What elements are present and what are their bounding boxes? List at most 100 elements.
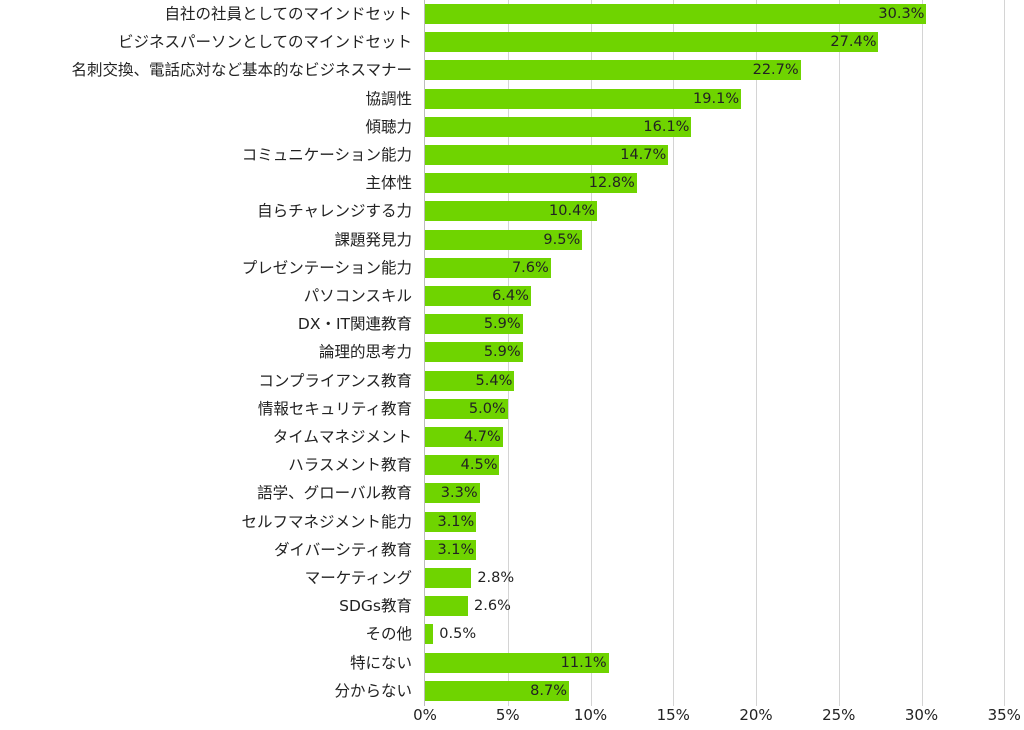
- bar-row: 自社の社員としてのマインドセット 30.3%: [0, 0, 1024, 28]
- bar: [425, 286, 531, 306]
- bar: [425, 257, 551, 278]
- value-label: 4.5%: [460, 457, 498, 474]
- value-label: 5.9%: [483, 344, 521, 361]
- gridline: [590, 0, 592, 706]
- category-label: 傾聴力: [365, 117, 412, 136]
- bar: [425, 539, 477, 560]
- bar: [425, 680, 569, 701]
- category-label: 協調性: [365, 89, 412, 108]
- bar: [425, 32, 879, 53]
- bar-row: SDGs教育 2.6%: [0, 592, 1024, 620]
- bar: [425, 455, 500, 476]
- bar-row: プレゼンテーション能力 7.6%: [0, 254, 1024, 282]
- bar: [425, 624, 434, 645]
- category-label: タイムマネジメント: [272, 428, 412, 446]
- bar-row: 分からない 8.7%: [0, 677, 1024, 705]
- value-label: 8.7%: [530, 682, 567, 699]
- value-label: 12.8%: [588, 175, 635, 192]
- category-label: ビジネスパーソンとしてのマインドセット: [117, 33, 412, 52]
- value-label: 22.7%: [752, 62, 799, 79]
- x-tick-label: 0%: [413, 706, 437, 724]
- gridline: [673, 0, 675, 706]
- bar-row: 特にない 11.1%: [0, 649, 1024, 677]
- bar: [425, 116, 692, 137]
- value-label: 11.1%: [560, 654, 607, 671]
- value-label: 14.7%: [620, 147, 667, 163]
- gridline: [424, 0, 425, 706]
- gridline: [1004, 0, 1006, 706]
- category-label: 論理的思考力: [318, 343, 412, 362]
- bar-row: 課題発見力 9.5%: [0, 226, 1024, 254]
- bar-row: コミュニケーション能力 14.7%: [0, 141, 1024, 169]
- category-label: 自社の社員としてのマインドセット: [164, 5, 412, 23]
- category-label: 主体性: [365, 174, 412, 193]
- bar: [425, 314, 523, 335]
- bar: [425, 145, 669, 165]
- bar: [425, 596, 469, 617]
- bar-row: DX・IT関連教育 5.9%: [0, 310, 1024, 338]
- bar: [425, 511, 477, 532]
- x-tick-label: 20%: [739, 706, 773, 724]
- value-label: 3.3%: [440, 485, 478, 502]
- bar: [425, 370, 515, 391]
- gridline: [838, 0, 840, 706]
- category-label: 分からない: [334, 681, 412, 700]
- bar-row: マーケティング 2.8%: [0, 564, 1024, 592]
- bar: [425, 342, 523, 363]
- bar-row: パソコンスキル 6.4%: [0, 282, 1024, 310]
- x-tick-label: 30%: [904, 706, 939, 724]
- category-label: コンプライアンス教育: [258, 371, 412, 390]
- bar: [425, 398, 508, 419]
- bar: [425, 568, 472, 588]
- value-label: 5.0%: [468, 400, 506, 417]
- bar: [425, 60, 801, 81]
- value-label: 7.6%: [511, 259, 549, 276]
- bar-row: ビジネスパーソンとしてのマインドセット 27.4%: [0, 28, 1024, 56]
- value-label: 5.4%: [475, 372, 513, 389]
- x-tick-label: 35%: [987, 706, 1021, 724]
- category-label: DX・IT関連教育: [297, 315, 412, 334]
- bar-row: ハラスメント教育 4.5%: [0, 451, 1024, 479]
- value-label: 27.4%: [830, 34, 877, 51]
- value-label: 6.4%: [492, 288, 529, 304]
- bar-row: 論理的思考力 5.9%: [0, 338, 1024, 366]
- value-label: 3.1%: [437, 541, 475, 558]
- value-label: 2.6%: [474, 598, 511, 615]
- category-label: SDGs教育: [339, 597, 412, 616]
- value-label: 2.8%: [477, 570, 515, 586]
- value-label: 9.5%: [543, 231, 581, 248]
- bar: [425, 483, 480, 504]
- value-label: 10.4%: [549, 203, 596, 220]
- value-label: 30.3%: [878, 6, 925, 22]
- bar: [425, 652, 609, 673]
- category-label: 名刺交換、電話応対など基本的なビジネスマナー: [71, 61, 412, 80]
- bar: [425, 427, 503, 447]
- bar-row: セルフマネジメント能力 3.1%: [0, 508, 1024, 536]
- category-label: 課題発見力: [334, 230, 412, 249]
- value-label: 3.1%: [437, 513, 475, 530]
- category-label: ハラスメント教育: [288, 456, 412, 475]
- gridline: [756, 0, 757, 706]
- category-label: 情報セキュリティ教育: [257, 399, 412, 418]
- category-label: ダイバーシティ教育: [274, 540, 412, 559]
- bar: [425, 4, 927, 24]
- x-tick-label: 5%: [495, 706, 520, 724]
- x-tick-label: 25%: [822, 706, 856, 724]
- bar-row: タイムマネジメント 4.7%: [0, 423, 1024, 451]
- category-label: プレゼンテーション能力: [241, 258, 412, 277]
- category-label: 語学、グローバル教育: [257, 484, 412, 503]
- bar: [425, 88, 742, 109]
- bar: [425, 201, 598, 222]
- gridline: [921, 0, 923, 706]
- bar-row: 主体性 12.8%: [0, 169, 1024, 197]
- bar-row: 傾聴力 16.1%: [0, 113, 1024, 141]
- bar-row: 情報セキュリティ教育 5.0%: [0, 395, 1024, 423]
- value-label: 4.7%: [463, 429, 501, 445]
- bar-row: その他 0.5%: [0, 620, 1024, 648]
- bar-row: 名刺交換、電話応対など基本的なビジネスマナー 22.7%: [0, 56, 1024, 84]
- x-tick-label: 10%: [573, 706, 608, 724]
- category-label: パソコンスキル: [303, 287, 412, 305]
- category-label: 自らチャレンジする力: [257, 202, 412, 221]
- value-label: 16.1%: [643, 118, 690, 135]
